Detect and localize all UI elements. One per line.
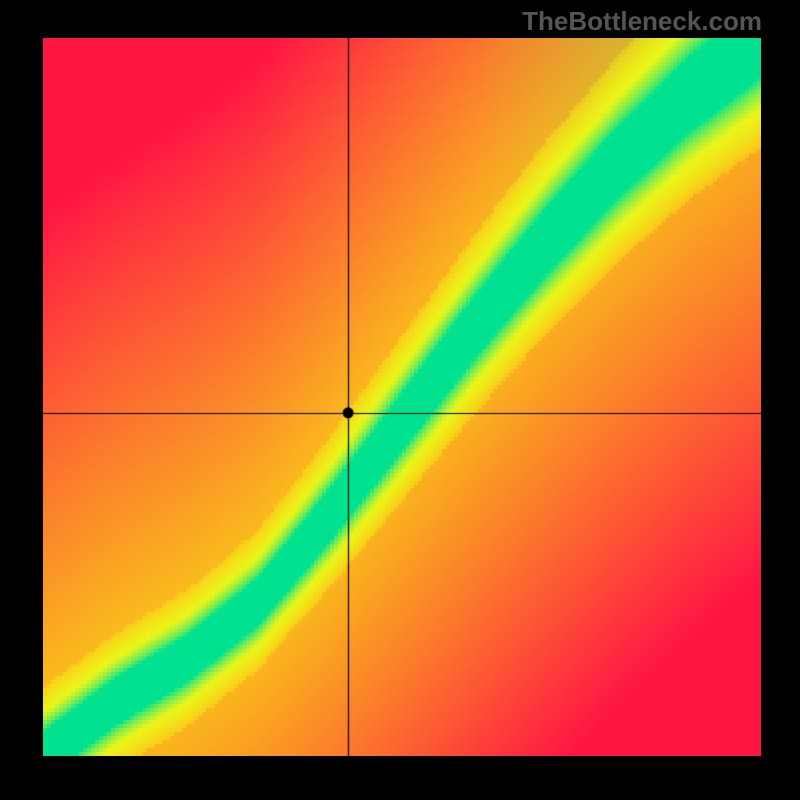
overlay-canvas — [43, 38, 761, 756]
watermark-text: TheBottleneck.com — [522, 6, 762, 37]
chart-container: TheBottleneck.com — [0, 0, 800, 800]
